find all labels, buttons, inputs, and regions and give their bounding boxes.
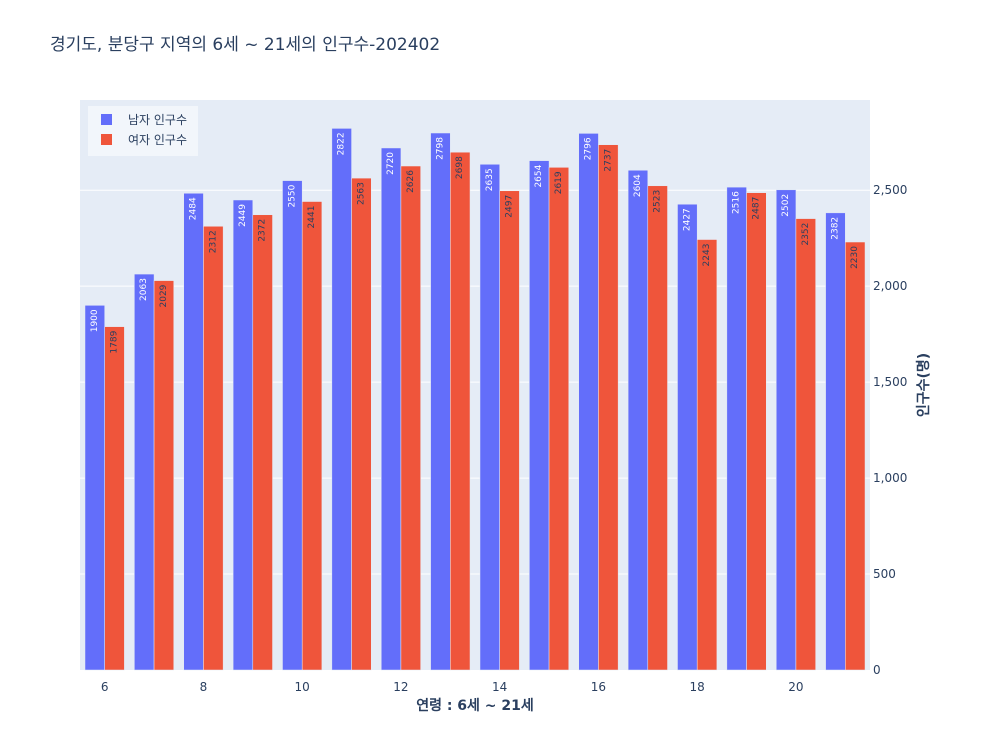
x-tick-label: 18 [690,680,705,694]
bar[interactable] [301,201,323,671]
bar-value-label: 2523 [653,190,663,213]
bar-value-label: 2497 [505,195,515,218]
y-tick-label: 0 [873,663,881,677]
bar-value-label: 2487 [751,197,761,220]
bar-value-label: 2372 [258,219,268,242]
bars [84,128,866,671]
bar[interactable] [598,144,619,671]
legend-swatch-female [101,134,112,145]
y-tick-label: 1,500 [873,375,907,389]
bar-value-label: 2720 [386,152,396,175]
bar-value-label: 2502 [781,194,791,217]
x-tick-label: 20 [788,680,803,694]
chart-title: 경기도, 분당구 지역의 6세 ~ 21세의 인구수-202402 [50,35,440,55]
bar-value-label: 2619 [554,171,564,194]
y-tick-label: 2,000 [873,279,907,293]
bar-value-label: 2382 [830,217,840,240]
bar-value-label: 2563 [356,182,366,205]
bar[interactable] [696,239,718,671]
bar[interactable] [499,190,520,671]
bar-value-label: 2230 [850,246,860,269]
legend-label-female: 여자 인구수 [128,133,187,147]
bar-value-label: 2550 [287,184,297,207]
bar[interactable] [578,133,599,671]
bar[interactable] [331,128,352,671]
legend-item-female[interactable]: 여자 인구수 [101,133,187,147]
bar-value-label: 2822 [337,132,347,155]
bar-value-label: 2654 [534,164,544,187]
bar[interactable] [134,273,155,671]
legend-swatch-male [101,114,112,125]
x-tick-label: 8 [200,680,208,694]
bar[interactable] [104,326,125,671]
y-axis-ticks: 0 500 1,000 1,500 2,000 2,500 [873,183,907,677]
bar[interactable] [380,147,402,671]
bar-value-label: 2029 [159,284,169,307]
bar[interactable] [746,192,767,671]
x-axis-ticks: 6 8 10 12 14 16 18 20 [101,680,804,694]
bar-value-label: 2484 [189,197,199,220]
x-tick-label: 6 [101,680,109,694]
x-axis-title: 연령 : 6세 ~ 21세 [416,698,534,714]
bar-value-label: 2516 [732,191,742,214]
bar[interactable] [677,203,698,671]
x-tick-label: 16 [591,680,606,694]
x-tick-label: 12 [393,680,408,694]
bar-value-label: 2798 [435,137,445,160]
bar[interactable] [479,164,500,671]
bar[interactable] [548,167,570,671]
bar-value-label: 2352 [801,223,811,246]
bar[interactable] [845,241,866,671]
bar[interactable] [84,305,105,671]
bar[interactable] [252,214,273,671]
bar[interactable] [647,185,668,671]
bar[interactable] [825,212,846,671]
bar[interactable] [400,165,421,671]
bar-value-label: 1900 [90,309,100,332]
bar-value-label: 1789 [110,330,120,353]
y-tick-label: 2,500 [873,183,907,197]
x-tick-label: 14 [492,680,507,694]
bar-value-label: 2427 [682,208,692,231]
bar-labels: 1900 2063 2484 2449 2550 2822 2720 2798 2635 2654… [90,132,860,353]
bar[interactable] [203,226,224,671]
bar-value-label: 2796 [584,137,594,160]
bar[interactable] [282,180,303,671]
bar-value-label: 2635 [485,168,495,191]
bar[interactable] [232,199,254,671]
bar-value-label: 2243 [702,244,712,267]
bar-value-label: 2449 [238,204,248,227]
y-tick-label: 1,000 [873,471,907,485]
x-tick-label: 10 [295,680,310,694]
bar-value-label: 2737 [603,149,613,172]
bar[interactable] [430,132,451,671]
legend-item-male[interactable]: 남자 인구수 [101,113,187,127]
bar[interactable] [450,151,471,671]
bar-value-label: 2626 [406,170,416,193]
bar[interactable] [726,186,747,671]
bar-value-label: 2698 [455,156,465,179]
bar[interactable] [183,193,204,671]
bar-value-label: 2604 [633,174,643,197]
bar[interactable] [153,280,175,671]
legend-label-male: 남자 인구수 [128,113,187,127]
y-tick-label: 500 [873,567,896,581]
bar-value-label: 2441 [307,206,317,229]
bar[interactable] [351,177,372,671]
bar[interactable] [795,218,816,671]
bar-value-label: 2312 [208,230,218,253]
y-axis-title: 인구수(명) [915,353,932,417]
bar-value-label: 2063 [139,278,149,301]
bar[interactable] [627,169,649,671]
legend[interactable]: 남자 인구수 여자 인구수 [88,106,198,156]
bar[interactable] [529,160,550,671]
bar[interactable] [775,189,797,671]
